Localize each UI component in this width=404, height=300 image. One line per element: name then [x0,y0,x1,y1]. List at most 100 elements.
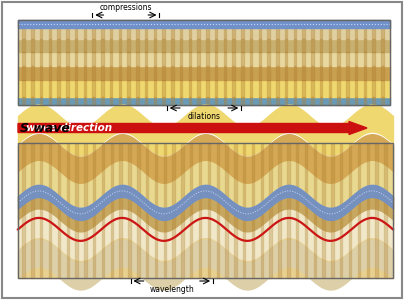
Bar [180,80,182,97]
Bar [294,20,296,39]
Bar [119,52,121,66]
Bar [224,52,226,66]
Bar [381,80,384,97]
Bar [217,143,219,278]
Bar [311,20,314,39]
Bar [127,66,130,80]
Bar [259,80,261,97]
Bar [57,39,60,52]
Bar [340,143,343,278]
Bar [171,52,174,66]
Bar [337,80,340,97]
Bar [66,80,69,97]
Bar [285,80,287,97]
Bar [311,97,314,105]
Bar [127,39,130,52]
Bar [119,80,121,97]
Bar [372,97,375,105]
Bar [40,39,42,52]
Bar [372,20,375,39]
Bar [48,66,51,80]
Bar [364,20,366,39]
Bar [303,52,305,66]
Bar [232,20,235,39]
Bar [18,80,390,97]
Bar [241,80,244,97]
Bar [311,52,314,66]
Bar [154,20,156,39]
Bar [224,80,226,97]
Bar [101,80,103,97]
Bar [364,39,366,52]
Bar [355,80,358,97]
Bar [110,66,112,80]
Bar [136,52,139,66]
Bar [171,39,174,52]
Bar [119,20,121,39]
Bar [232,52,235,66]
Bar [322,143,325,278]
Bar [171,97,174,105]
Bar [303,39,305,52]
Bar [269,143,272,278]
Bar [111,143,113,278]
Bar [145,80,147,97]
Bar [303,66,305,80]
Bar [314,143,316,278]
Bar [294,97,296,105]
Bar [66,52,69,66]
Bar [364,97,366,105]
Bar [241,97,244,105]
Bar [250,97,252,105]
Bar [208,143,210,278]
Bar [190,143,192,278]
Bar [285,66,287,80]
Bar [31,143,34,278]
Bar [243,143,245,278]
Bar [276,66,279,80]
Bar [180,20,182,39]
Bar [346,39,349,52]
Bar [136,80,139,97]
Bar [162,39,165,52]
Bar [349,143,351,278]
Bar [189,97,191,105]
Bar [31,66,34,80]
Bar [224,39,226,52]
Bar [259,97,261,105]
Bar [206,80,208,97]
Bar [22,52,25,66]
Bar [276,39,279,52]
Bar [225,143,228,278]
Bar [189,52,191,66]
Bar [252,143,254,278]
Bar [329,39,331,52]
Bar [285,52,287,66]
Bar [40,97,42,105]
Bar [303,97,305,105]
Bar [22,39,25,52]
Bar [146,143,148,278]
Bar [329,52,331,66]
Bar [199,143,201,278]
Bar [337,97,340,105]
Bar [267,97,270,105]
Bar [372,39,375,52]
Bar [241,52,244,66]
Bar [40,80,42,97]
Bar [136,20,139,39]
Bar [294,66,296,80]
Bar [102,143,104,278]
Bar [120,143,122,278]
Bar [337,20,340,39]
Bar [278,143,281,278]
Bar [57,66,60,80]
Bar [18,143,393,278]
Bar [40,52,42,66]
Bar [189,20,191,39]
Bar [127,97,130,105]
Bar [329,97,331,105]
Bar [276,80,279,97]
Bar [206,52,208,66]
Bar [84,143,86,278]
